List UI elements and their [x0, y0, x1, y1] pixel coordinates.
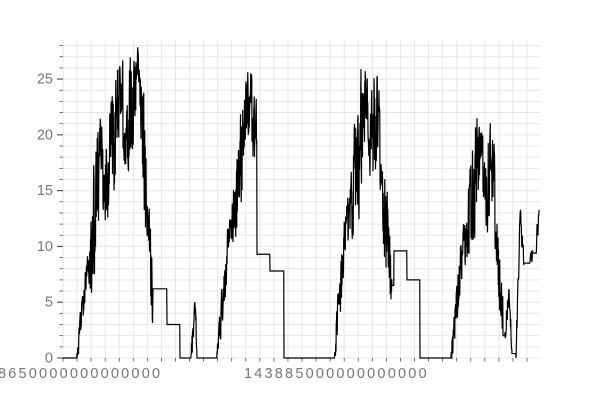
svg-text:25: 25 [37, 72, 53, 88]
svg-text:143885000000000000: 143885000000000000 [244, 366, 429, 382]
svg-text:5: 5 [45, 295, 53, 311]
svg-text:10: 10 [37, 239, 53, 255]
svg-text:8650000000000000: 8650000000000000 [0, 366, 162, 382]
svg-text:0: 0 [45, 351, 53, 367]
svg-text:20: 20 [37, 127, 53, 143]
svg-text:15: 15 [37, 183, 53, 199]
